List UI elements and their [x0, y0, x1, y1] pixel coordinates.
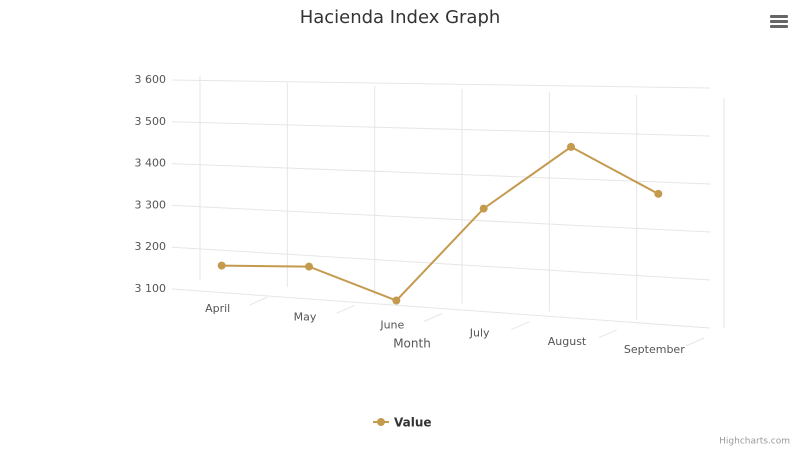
- x-tick: [336, 304, 355, 314]
- legend-marker: [377, 418, 385, 426]
- x-tick-label: June: [379, 318, 404, 331]
- data-point: [567, 142, 575, 151]
- grid-line: [171, 288, 711, 329]
- legend-label: Value: [394, 416, 432, 430]
- grid-line: [171, 246, 711, 281]
- series-line: [221, 145, 659, 302]
- data-point: [479, 204, 488, 213]
- y-tick-label: 3 100: [135, 282, 167, 295]
- x-tick-label: May: [294, 310, 317, 323]
- x-tick: [249, 296, 268, 306]
- x-tick-label: April: [205, 302, 230, 315]
- y-tick-label: 3 500: [135, 115, 167, 128]
- data-point: [217, 261, 226, 270]
- grid-line: [171, 204, 711, 233]
- grid-line: [171, 121, 711, 137]
- x-tick: [685, 337, 705, 347]
- menu-button[interactable]: [770, 15, 788, 28]
- menu-bar[interactable]: [770, 25, 788, 28]
- data-point: [654, 189, 663, 198]
- grid-line: [171, 79, 711, 89]
- x-tick: [511, 321, 530, 331]
- x-tick-label: September: [624, 343, 685, 356]
- x-tick-label: August: [548, 335, 587, 348]
- y-tick-label: 3 200: [135, 240, 167, 253]
- data-point: [305, 262, 313, 271]
- y-tick-label: 3 600: [135, 73, 167, 86]
- legend-item[interactable]: Value: [373, 416, 432, 430]
- x-tick: [598, 329, 617, 339]
- chart-title: Hacienda Index Graph: [300, 7, 501, 28]
- x-tick-label: July: [469, 327, 490, 340]
- y-tick-label: 3 300: [135, 198, 167, 211]
- menu-bar[interactable]: [770, 15, 788, 18]
- data-point: [392, 296, 401, 305]
- x-tick: [423, 313, 443, 322]
- x-axis-title: Month: [393, 337, 431, 351]
- grid-line: [171, 163, 711, 185]
- y-tick-label: 3 400: [135, 157, 167, 170]
- menu-bar[interactable]: [770, 20, 788, 23]
- credits[interactable]: Highcharts.com: [719, 437, 790, 447]
